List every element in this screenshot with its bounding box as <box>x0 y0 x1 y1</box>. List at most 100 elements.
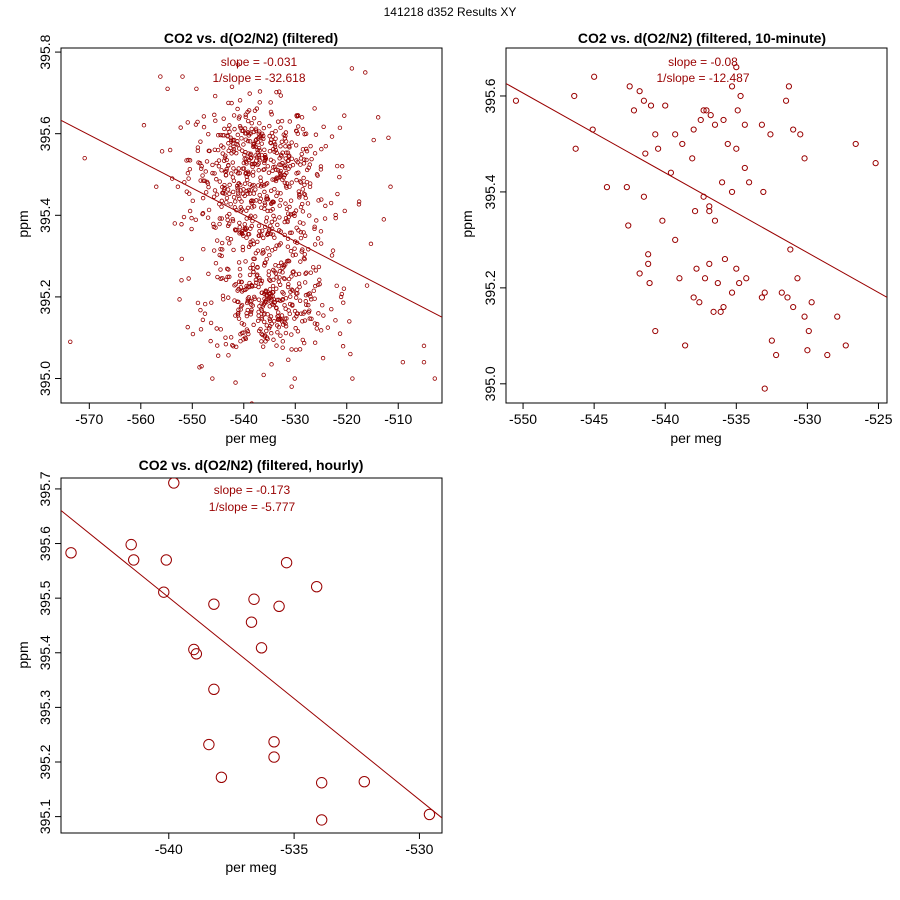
data-point <box>270 168 275 173</box>
data-point <box>258 178 263 184</box>
data-point <box>307 213 312 218</box>
x-tick-label: -535 <box>280 841 308 857</box>
data-point <box>237 220 242 226</box>
data-point <box>280 289 285 295</box>
data-point <box>268 294 274 299</box>
data-point <box>211 248 217 253</box>
data-point <box>320 302 325 308</box>
data-point <box>237 98 243 103</box>
data-point <box>312 340 318 345</box>
data-point <box>258 281 264 286</box>
data-point <box>721 255 729 263</box>
data-point <box>298 235 304 241</box>
data-point <box>262 301 267 306</box>
regression-line <box>506 83 887 298</box>
data-point <box>210 376 215 381</box>
data-point <box>293 143 299 148</box>
data-point <box>872 160 879 167</box>
data-point <box>261 136 266 141</box>
data-point <box>241 142 246 147</box>
data-point <box>285 284 291 290</box>
data-point <box>304 302 309 307</box>
data-point <box>210 170 215 176</box>
annotation-inverse-slope: 1/slope = -12.487 <box>656 71 749 85</box>
data-point <box>294 225 299 231</box>
data-point <box>231 343 236 349</box>
data-point <box>203 169 208 174</box>
data-point <box>240 244 246 250</box>
data-point <box>318 241 324 246</box>
chart-title: CO2 vs. d(O2/N2) (filtered) <box>164 30 338 46</box>
data-point <box>289 274 294 279</box>
data-point <box>720 116 727 124</box>
data-point <box>274 89 279 95</box>
data-point <box>204 159 210 164</box>
page-title: 141218 d352 Results XY <box>384 5 517 19</box>
data-point <box>222 191 227 196</box>
data-point <box>278 260 284 265</box>
data-point <box>158 586 170 598</box>
data-point <box>284 150 289 155</box>
data-point <box>304 179 310 185</box>
x-tick-label: -530 <box>793 411 821 427</box>
data-point <box>172 221 177 226</box>
data-point <box>239 207 245 212</box>
x-tick-label: -540 <box>155 841 183 857</box>
data-point <box>229 100 234 106</box>
data-point <box>276 89 282 94</box>
data-point <box>292 213 297 218</box>
data-point <box>278 93 283 98</box>
data-point <box>741 121 748 128</box>
data-point <box>202 311 208 316</box>
data-point <box>154 184 159 189</box>
data-point <box>219 204 224 209</box>
data-point <box>226 148 231 153</box>
data-point <box>189 215 194 221</box>
data-point <box>232 126 237 132</box>
data-point <box>728 83 736 90</box>
data-point <box>244 156 249 161</box>
data-point <box>645 251 652 258</box>
data-point <box>271 139 277 145</box>
data-point <box>213 260 219 266</box>
data-point <box>286 158 291 163</box>
data-point <box>217 179 223 184</box>
data-point <box>220 247 225 252</box>
data-point <box>263 289 268 294</box>
y-tick-label: 395.6 <box>37 116 53 151</box>
data-point <box>266 326 272 331</box>
data-point <box>264 194 270 199</box>
y-tick-label: 395.7 <box>37 471 53 506</box>
data-point <box>737 92 744 100</box>
data-point <box>214 177 219 182</box>
data-point <box>237 146 242 151</box>
data-point <box>257 199 263 204</box>
data-point <box>209 300 214 305</box>
data-point <box>286 308 291 313</box>
data-point <box>312 242 318 247</box>
data-point <box>257 275 262 281</box>
data-point <box>220 151 225 156</box>
data-point <box>300 247 305 252</box>
data-point <box>243 114 248 120</box>
data-point <box>432 376 437 381</box>
data-point <box>329 306 334 312</box>
data-point <box>211 224 217 230</box>
data-point <box>212 188 218 193</box>
data-point <box>255 147 260 153</box>
data-point <box>225 187 231 192</box>
data-point <box>250 164 255 170</box>
data-point <box>272 300 278 305</box>
data-point <box>265 164 271 169</box>
data-point <box>295 287 300 292</box>
data-point <box>259 301 264 306</box>
data-point <box>218 327 223 332</box>
data-point <box>388 184 393 189</box>
y-tick-label: 395.2 <box>37 744 53 779</box>
data-point <box>300 337 305 343</box>
data-point <box>296 281 302 286</box>
data-point <box>244 188 249 194</box>
data-point <box>257 89 263 94</box>
data-point <box>231 166 236 171</box>
data-point <box>241 233 246 238</box>
